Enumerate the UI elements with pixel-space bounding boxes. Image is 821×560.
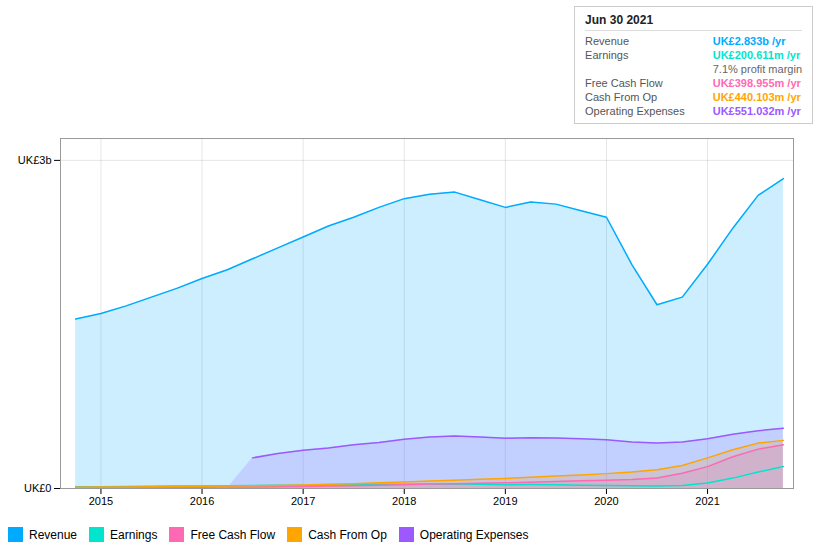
html-text:UK£551.032m /yr: UK£551.032m /yr bbox=[712, 105, 801, 117]
html-text:Revenue: Revenue bbox=[585, 35, 630, 47]
html-text:Operating Expenses: Operating Expenses bbox=[585, 105, 685, 117]
html-text:7.1% profit margin: 7.1% profit margin bbox=[712, 63, 802, 75]
html-text:Cash From Op: Cash From Op bbox=[585, 91, 658, 103]
svg-text:2020: 2020 bbox=[594, 495, 618, 507]
html-text:UK£200.611m /yr: UK£200.611m /yr bbox=[712, 49, 801, 61]
html-text:UK£440.103m /yr: UK£440.103m /yr bbox=[712, 91, 801, 103]
html-text:Cash From Op: Cash From Op bbox=[308, 527, 387, 542]
html-text:Earnings: Earnings bbox=[110, 527, 158, 542]
svg-text:2017: 2017 bbox=[291, 495, 315, 507]
html-text:UK£2.833b /yr: UK£2.833b /yr bbox=[712, 35, 786, 47]
html-text:Revenue: Revenue bbox=[29, 527, 77, 542]
svg-text:2018: 2018 bbox=[392, 495, 416, 507]
html-text:Free Cash Flow: Free Cash Flow bbox=[585, 77, 663, 89]
html-text:Jun 30 2021: Jun 30 2021 bbox=[585, 13, 654, 27]
svg-text:UK£3b: UK£3b bbox=[18, 154, 52, 166]
svg-text:2015: 2015 bbox=[89, 495, 113, 507]
html-text:UK£398.955m /yr: UK£398.955m /yr bbox=[712, 77, 801, 89]
svg-text:2021: 2021 bbox=[695, 495, 719, 507]
svg-text:2016: 2016 bbox=[190, 495, 214, 507]
html-text:Earnings: Earnings bbox=[585, 49, 629, 61]
svg-text:UK£0: UK£0 bbox=[24, 482, 52, 494]
html-text:Free Cash Flow: Free Cash Flow bbox=[190, 527, 276, 542]
svg-text:2019: 2019 bbox=[493, 495, 517, 507]
html-text:Operating Expenses: Operating Expenses bbox=[419, 527, 529, 542]
